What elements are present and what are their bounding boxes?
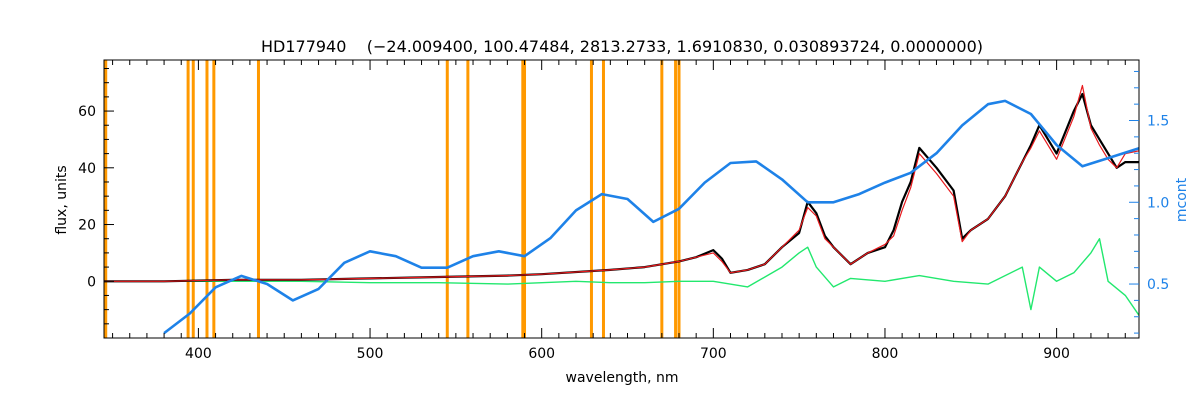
series-continuum bbox=[163, 99, 1140, 335]
y2-tick-label: 1.5 bbox=[1147, 114, 1169, 130]
y-tick-label: 20 bbox=[78, 218, 96, 234]
y-tick-label: 0 bbox=[87, 274, 96, 290]
x-axis-label: wavelength, nm bbox=[566, 370, 679, 386]
y2-tick-label: 0.5 bbox=[1147, 277, 1169, 293]
line-markers bbox=[104, 60, 681, 338]
x-tick-label: 800 bbox=[872, 346, 899, 362]
chart-title: HD177940 (−24.009400, 100.47484, 2813.27… bbox=[261, 37, 983, 56]
x-tick-label: 600 bbox=[528, 346, 555, 362]
y-axis-label: flux, units bbox=[54, 165, 70, 234]
series-model bbox=[104, 84, 1140, 282]
x-tick-label: 900 bbox=[1043, 346, 1070, 362]
x-axis-ticks: 400 500 600 700 800 900 bbox=[112, 60, 1126, 362]
y-axis-ticks: 0 20 40 60 bbox=[78, 68, 114, 325]
right-axis-label: mcont bbox=[1174, 177, 1190, 222]
x-tick-label: 500 bbox=[357, 346, 384, 362]
y2-tick-label: 1.0 bbox=[1147, 195, 1169, 211]
y-tick-label: 60 bbox=[78, 104, 96, 120]
data-series bbox=[104, 84, 1140, 335]
plot-frame bbox=[103, 59, 1140, 339]
x-tick-label: 400 bbox=[185, 346, 212, 362]
y-tick-label: 40 bbox=[78, 161, 96, 177]
series-residual bbox=[164, 237, 1140, 316]
right-axis-ticks: 0.5 1.0 1.5 bbox=[1129, 70, 1169, 334]
x-tick-label: 700 bbox=[700, 346, 727, 362]
